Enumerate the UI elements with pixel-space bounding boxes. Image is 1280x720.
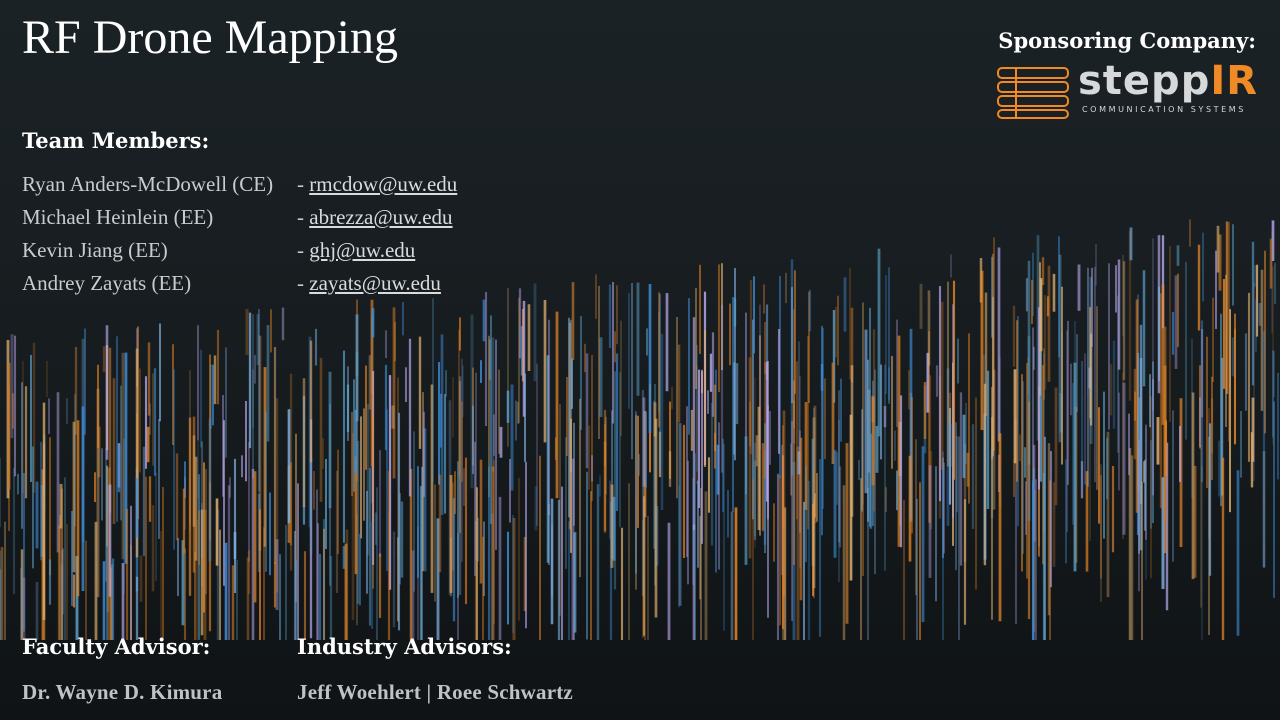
industry-advisors-label: Industry Advisors: bbox=[297, 634, 512, 659]
antenna-logo-icon bbox=[997, 67, 1069, 119]
email-link[interactable]: abrezza@uw.edu bbox=[309, 205, 453, 229]
page-title: RF Drone Mapping bbox=[22, 11, 398, 64]
logo-tagline: COMMUNICATION SYSTEMS bbox=[1082, 105, 1246, 114]
email-link[interactable]: rmcdow@uw.edu bbox=[309, 172, 458, 196]
faculty-advisor-label: Faculty Advisor: bbox=[22, 634, 211, 659]
member-name: Kevin Jiang (EE) bbox=[22, 238, 168, 262]
member-name: Andrey Zayats (EE) bbox=[22, 271, 192, 295]
steppir-logo: steppIR COMMUNICATION SYSTEMS bbox=[996, 58, 1264, 120]
member-email: - rmcdow@uw.edu bbox=[297, 172, 458, 196]
member-email: - zayats@uw.edu bbox=[297, 271, 441, 295]
sponsor-label: Sponsoring Company: bbox=[998, 28, 1256, 53]
member-name: Michael Heinlein (EE) bbox=[22, 205, 214, 229]
logo-word-stepp: stepp bbox=[1078, 58, 1211, 104]
faculty-advisor-name: Dr. Wayne D. Kimura bbox=[22, 680, 223, 704]
member-email: - abrezza@uw.edu bbox=[297, 205, 453, 229]
member-name: Ryan Anders-McDowell (CE) bbox=[22, 172, 274, 196]
industry-advisor-names: Jeff Woehlert | Roee Schwartz bbox=[297, 680, 573, 704]
logo-word-ir: IR bbox=[1210, 58, 1259, 104]
member-email: - ghj@uw.edu bbox=[297, 238, 416, 262]
team-members-label: Team Members: bbox=[22, 128, 210, 153]
email-link[interactable]: ghj@uw.edu bbox=[309, 238, 416, 262]
logo-wordmark: steppIR bbox=[1078, 58, 1258, 104]
email-link[interactable]: zayats@uw.edu bbox=[309, 271, 441, 295]
